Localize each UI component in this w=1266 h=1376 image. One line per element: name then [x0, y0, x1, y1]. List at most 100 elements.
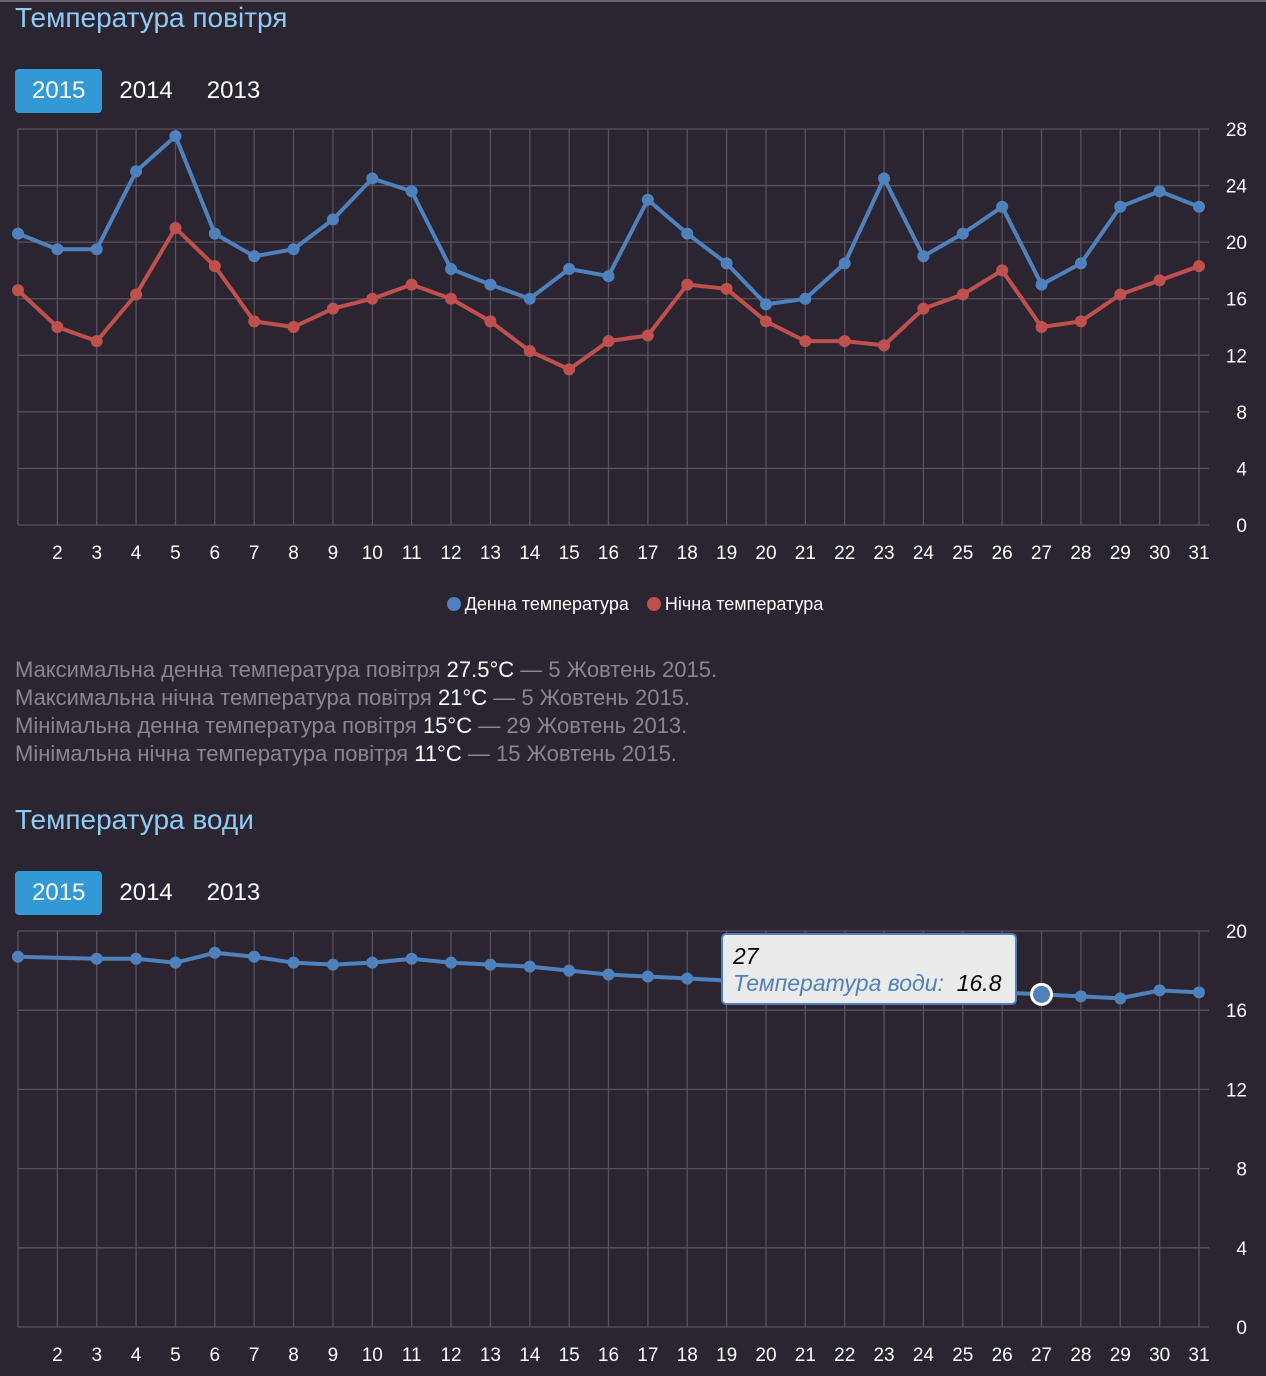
data-point — [1153, 274, 1166, 287]
x-tick-label: 6 — [210, 1345, 221, 1366]
data-point — [563, 363, 576, 376]
data-point — [1193, 986, 1205, 999]
y-tick-label: 8 — [1236, 403, 1247, 424]
x-tick-label: 21 — [795, 543, 816, 564]
x-tick-label: 12 — [440, 543, 461, 564]
legend-item-night[interactable]: Нічна температура — [646, 594, 823, 615]
x-tick-label: 6 — [210, 543, 221, 564]
data-point — [720, 257, 733, 270]
data-point — [1114, 288, 1127, 301]
data-point — [563, 964, 576, 977]
y-tick-label: 4 — [1236, 1239, 1247, 1260]
data-point — [523, 345, 536, 358]
data-point — [1193, 260, 1205, 273]
x-tick-label: 5 — [170, 543, 181, 564]
x-tick-label: 31 — [1188, 1345, 1209, 1366]
x-tick-label: 13 — [480, 543, 501, 564]
data-point — [917, 250, 930, 263]
data-point — [681, 278, 694, 291]
data-point — [720, 282, 733, 295]
data-point — [366, 172, 379, 185]
x-tick-label: 26 — [992, 1345, 1013, 1366]
data-point — [641, 193, 654, 206]
x-tick-label: 8 — [288, 543, 299, 564]
data-point — [287, 956, 300, 969]
stat-min-night: Мінімальна нічна температура повітря 11°… — [15, 740, 717, 768]
tab-2013[interactable]: 2013 — [206, 879, 261, 906]
water-year-tabs: 2015 2014 2013 — [15, 871, 277, 915]
x-tick-label: 14 — [519, 1345, 541, 1366]
x-tick-label: 25 — [952, 1345, 973, 1366]
legend-day-label: Денна температура — [464, 594, 629, 614]
x-tick-label: 10 — [362, 1345, 383, 1366]
data-point — [366, 956, 379, 969]
data-point — [1153, 185, 1166, 198]
x-tick-label: 18 — [677, 1345, 698, 1366]
tab-2014[interactable]: 2014 — [119, 879, 173, 906]
tab-2015[interactable]: 2015 — [15, 69, 103, 113]
data-point — [1114, 992, 1127, 1005]
tab-2013[interactable]: 2013 — [206, 77, 261, 104]
data-point — [208, 946, 221, 959]
data-point — [1114, 200, 1127, 213]
data-point — [287, 243, 300, 256]
tooltip-value: 16.8 — [956, 970, 1002, 996]
data-point — [838, 257, 851, 270]
y-tick-label: 24 — [1226, 177, 1248, 198]
stat-max-day: Максимальна денна температура повітря 27… — [15, 656, 717, 684]
y-tick-label: 16 — [1226, 1001, 1247, 1022]
data-point — [956, 288, 969, 301]
x-tick-label: 31 — [1188, 543, 1209, 564]
x-tick-label: 20 — [755, 543, 776, 564]
y-tick-label: 28 — [1226, 120, 1247, 141]
data-point — [208, 227, 221, 240]
air-stats: Максимальна денна температура повітря 27… — [15, 656, 717, 768]
x-tick-label: 2 — [52, 543, 63, 564]
data-point — [445, 956, 458, 969]
data-point — [248, 950, 261, 963]
data-point — [523, 960, 536, 973]
stat-value: 15°C — [422, 713, 473, 738]
x-tick-label: 12 — [440, 1345, 461, 1366]
data-point — [1074, 990, 1087, 1003]
legend-item-day[interactable]: Денна температура — [446, 594, 629, 615]
data-point — [523, 292, 536, 305]
stat-max-night: Максимальна нічна температура повітря 21… — [15, 684, 717, 712]
top-border — [0, 0, 1266, 2]
data-point — [563, 263, 576, 276]
data-point — [917, 302, 930, 315]
stat-value: 27.5°C — [446, 657, 515, 682]
x-tick-label: 16 — [598, 1345, 619, 1366]
x-tick-label: 29 — [1110, 1345, 1131, 1366]
x-tick-label: 3 — [91, 543, 102, 564]
chart-legend: Денна температура Нічна температура — [0, 594, 1266, 615]
data-point — [169, 956, 182, 969]
x-tick-label: 10 — [362, 543, 383, 564]
legend-night-marker-icon — [646, 597, 661, 611]
stat-date: — 15 Жовтень 2015. — [467, 741, 677, 766]
data-point — [838, 335, 851, 348]
y-tick-label: 20 — [1226, 233, 1247, 254]
x-tick-label: 28 — [1070, 543, 1091, 564]
x-tick-label: 24 — [913, 543, 935, 564]
data-point — [1035, 321, 1048, 333]
data-point — [1035, 278, 1048, 291]
x-tick-label: 25 — [952, 543, 973, 564]
tab-2014[interactable]: 2014 — [119, 77, 173, 104]
tooltip-x: 27 — [733, 943, 759, 969]
data-point — [1153, 984, 1166, 997]
tooltip-series-label: Температура води: — [733, 970, 944, 996]
stat-date: — 29 Жовтень 2013. — [478, 713, 688, 738]
x-tick-label: 19 — [716, 1345, 737, 1366]
x-tick-label: 4 — [131, 543, 142, 564]
tab-2015[interactable]: 2015 — [15, 871, 103, 915]
x-tick-label: 15 — [559, 543, 580, 564]
data-point — [641, 329, 654, 342]
data-point — [1074, 315, 1087, 328]
data-point — [248, 250, 261, 263]
x-tick-label: 22 — [834, 1345, 855, 1366]
y-tick-label: 0 — [1236, 516, 1247, 537]
x-tick-label: 8 — [288, 1345, 299, 1366]
x-tick-label: 16 — [598, 543, 619, 564]
